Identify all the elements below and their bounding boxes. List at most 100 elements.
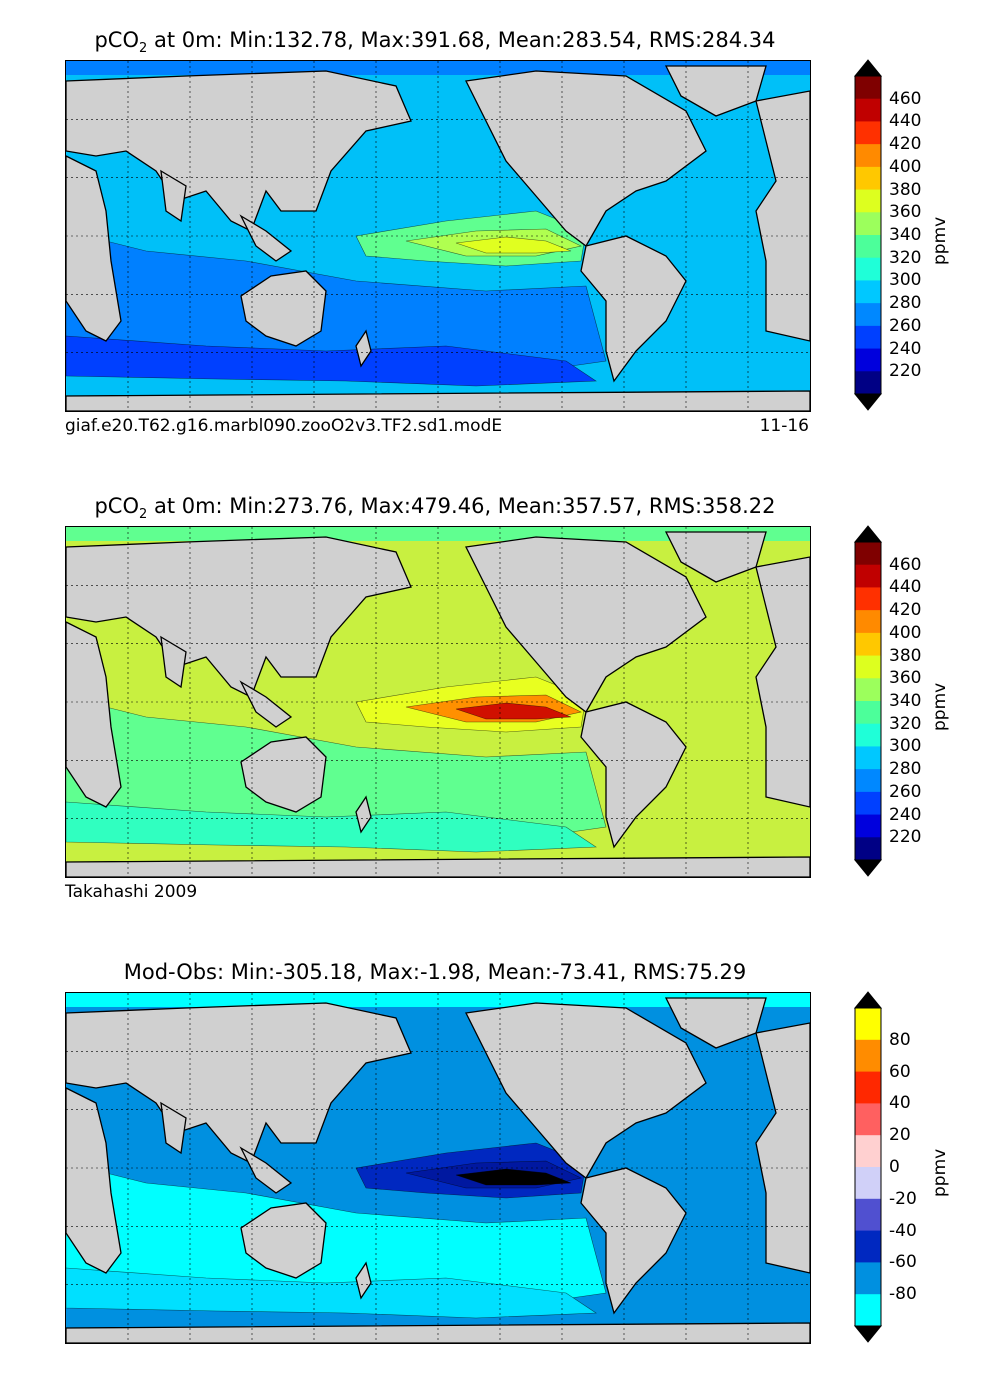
landmass-india bbox=[160, 635, 187, 689]
contour-region-lower bbox=[66, 801, 597, 853]
world-map bbox=[65, 60, 811, 412]
colorbar-tick-label: 20 bbox=[889, 1125, 911, 1146]
colorbar-swatch bbox=[855, 1198, 881, 1232]
colorbar-tick-label: 340 bbox=[889, 225, 922, 245]
landmass-africa bbox=[66, 621, 122, 808]
landmass-south-america bbox=[580, 1167, 687, 1315]
colorbar-extend-bottom bbox=[853, 1325, 883, 1343]
colorbar-swatch bbox=[855, 189, 881, 213]
world-map bbox=[65, 992, 811, 1344]
colorbar-swatch bbox=[855, 144, 881, 168]
landmass-australia bbox=[240, 736, 327, 813]
landmass-eurasia bbox=[66, 70, 412, 232]
colorbar-svg bbox=[853, 59, 883, 411]
colorbar-swatch bbox=[855, 542, 881, 566]
landmass-greenland bbox=[664, 997, 767, 1049]
colorbar-swatch bbox=[855, 1103, 881, 1136]
colorbar-swatch bbox=[855, 121, 881, 145]
landmass-north-america bbox=[465, 70, 707, 247]
panel-title: pCO2 at 0m: Min:132.78, Max:391.68, Mean… bbox=[94, 28, 776, 57]
colorbar-swatch bbox=[855, 678, 881, 702]
diff-panel: Mod-Obs: Min:-305.18, Max:-1.98, Mean:-7… bbox=[0, 960, 987, 1400]
colorbar-svg bbox=[853, 991, 883, 1343]
landmass-india bbox=[160, 1101, 187, 1155]
colorbar-swatch bbox=[855, 769, 881, 793]
colorbar-tick-label: 440 bbox=[889, 111, 922, 132]
landmass-india bbox=[160, 169, 187, 223]
colorbar-extend-top bbox=[853, 991, 883, 1009]
colorbar-label: ppmv bbox=[930, 216, 950, 265]
colorbar-swatch bbox=[855, 212, 881, 236]
colorbar-swatch bbox=[855, 348, 881, 372]
colorbar-swatch bbox=[855, 610, 881, 634]
colorbar-swatch bbox=[855, 1167, 881, 1200]
landmass-se-asia bbox=[239, 1146, 293, 1194]
landmass-eurasia bbox=[66, 1002, 412, 1164]
landmass-eurasia bbox=[66, 536, 412, 698]
colorbar-tick-label: 360 bbox=[889, 668, 922, 689]
colorbar-tick-label: 80 bbox=[889, 1029, 911, 1050]
colorbar-label: ppmv bbox=[930, 682, 950, 731]
colorbar-swatch bbox=[855, 564, 881, 588]
colorbar: 460 440 420 400 380 360 340 320 300 280 260 240 220 bbox=[853, 59, 921, 411]
colorbar-tick-label: 240 bbox=[889, 804, 922, 825]
colorbar-tick-label: 400 bbox=[889, 156, 922, 177]
colorbar-tick-label: 320 bbox=[889, 713, 922, 734]
colorbar-tick-label: 60 bbox=[889, 1061, 911, 1082]
colorbar: 80 60 40 20 0 -20 -40 -60 -80 bbox=[853, 991, 917, 1343]
colorbar-swatch bbox=[855, 632, 881, 657]
landmass-north-america bbox=[465, 1002, 707, 1179]
colorbar-label: ppmv bbox=[930, 1148, 950, 1197]
colorbar-extend-top bbox=[853, 59, 883, 77]
colorbar-tick-label: 300 bbox=[889, 736, 922, 757]
colorbar-extend-bottom bbox=[853, 859, 883, 877]
model-panel: pCO2 at 0m: Min:132.78, Max:391.68, Mean… bbox=[0, 28, 987, 468]
colorbar-frame bbox=[854, 1007, 882, 1327]
colorbar-tick-label: -20 bbox=[889, 1188, 917, 1209]
landmass-europe-africa-east bbox=[755, 1022, 810, 1274]
colorbar-tick-label: 340 bbox=[889, 691, 922, 711]
world-map bbox=[65, 526, 811, 878]
landmass-se-asia bbox=[239, 680, 293, 728]
colorbar-swatch bbox=[855, 1135, 881, 1168]
colorbar-tick-label: -40 bbox=[889, 1220, 917, 1241]
landmass-australia bbox=[240, 270, 327, 347]
colorbar-swatch bbox=[855, 280, 881, 304]
contour-region-lower bbox=[66, 1267, 597, 1319]
colorbar-tick-label: 0 bbox=[889, 1157, 900, 1177]
landmass-south-america bbox=[580, 235, 687, 383]
colorbar-swatch bbox=[855, 837, 881, 861]
landmass-europe-africa-east bbox=[755, 556, 810, 808]
colorbar-extend-bottom bbox=[853, 393, 883, 411]
colorbar-swatch bbox=[855, 235, 881, 259]
colorbar-swatch bbox=[855, 746, 881, 770]
landmass-nz bbox=[355, 1261, 372, 1300]
colorbar-swatch bbox=[855, 371, 881, 395]
colorbar-swatch bbox=[855, 1008, 881, 1041]
colorbar-tick-label: 420 bbox=[889, 600, 922, 621]
colorbar-tick-label: 440 bbox=[889, 577, 922, 598]
colorbar-tick-label: 420 bbox=[889, 134, 922, 155]
colorbar-frame bbox=[854, 541, 882, 861]
contour-region-peak bbox=[455, 1168, 572, 1186]
landmass-north-america bbox=[465, 536, 707, 713]
colorbar-swatch bbox=[855, 257, 881, 281]
colorbar-extend-top bbox=[853, 525, 883, 543]
landmass-greenland bbox=[664, 65, 767, 117]
colorbar-tick-label: 380 bbox=[889, 179, 922, 200]
contour-region-peak bbox=[455, 702, 572, 720]
colorbar-tick-label: 220 bbox=[889, 827, 922, 848]
landmass-nz bbox=[355, 329, 372, 368]
landmass-south-america bbox=[580, 701, 687, 849]
colorbar-tick-label: 280 bbox=[889, 759, 922, 780]
colorbar-swatch bbox=[855, 814, 881, 838]
colorbar-tick-label: 280 bbox=[889, 293, 922, 314]
period-caption: 11-16 bbox=[759, 416, 809, 436]
colorbar-swatch bbox=[855, 655, 881, 679]
panel-title: Mod-Obs: Min:-305.18, Max:-1.98, Mean:-7… bbox=[123, 960, 747, 984]
colorbar-swatch bbox=[855, 303, 881, 327]
colorbar: 460 440 420 400 380 360 340 320 300 280 260 240 220 bbox=[853, 525, 921, 877]
colorbar-tick-label: 260 bbox=[889, 781, 922, 802]
colorbar-swatch bbox=[855, 587, 881, 611]
panel-title: pCO2 at 0m: Min:273.76, Max:479.46, Mean… bbox=[94, 494, 776, 523]
